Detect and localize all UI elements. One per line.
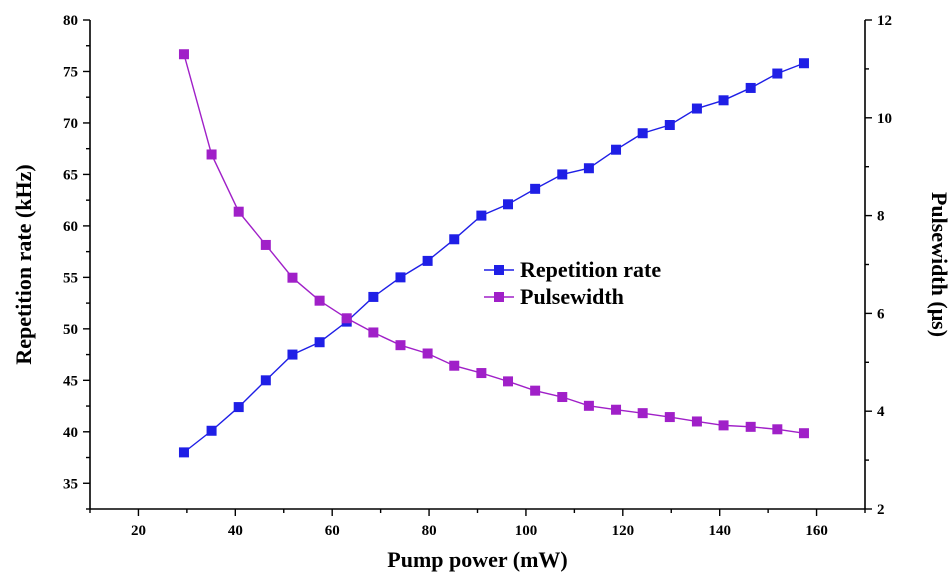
- x-tick-label: 60: [325, 523, 340, 539]
- data-point-repetition-rate: [233, 402, 244, 413]
- data-point-repetition-rate: [798, 58, 809, 69]
- series-layer: [178, 49, 809, 458]
- y2-tick-label: 4: [877, 404, 885, 420]
- data-point-pulsewidth: [664, 412, 675, 423]
- y-tick-label: 75: [63, 64, 78, 80]
- y2-tick-label: 8: [877, 209, 885, 225]
- data-point-repetition-rate: [314, 337, 325, 348]
- y-tick-label: 35: [63, 476, 78, 492]
- data-point-repetition-rate: [422, 255, 433, 266]
- y-tick-label: 55: [63, 270, 78, 286]
- data-point-repetition-rate: [178, 447, 189, 458]
- data-point-pulsewidth: [530, 385, 541, 396]
- data-point-repetition-rate: [611, 144, 622, 155]
- y-axis-right-title: Pulsewidth (μs): [927, 192, 948, 337]
- data-point-repetition-rate: [206, 425, 217, 436]
- data-point-pulsewidth: [368, 327, 379, 338]
- y2-tick-label: 6: [877, 306, 885, 322]
- y-tick-label: 45: [63, 373, 78, 389]
- data-point-pulsewidth: [557, 392, 568, 403]
- data-point-repetition-rate: [691, 103, 702, 114]
- y-tick-label: 80: [63, 13, 78, 29]
- data-point-pulsewidth: [503, 376, 514, 387]
- data-point-repetition-rate: [718, 95, 729, 106]
- legend-label-repetition-rate: Repetition rate: [520, 257, 661, 282]
- data-point-pulsewidth: [287, 272, 298, 283]
- data-point-pulsewidth: [691, 416, 702, 427]
- data-point-repetition-rate: [530, 183, 541, 194]
- data-point-repetition-rate: [583, 163, 594, 174]
- y-tick-label: 65: [63, 167, 78, 183]
- data-point-pulsewidth: [206, 149, 217, 160]
- data-point-pulsewidth: [745, 421, 756, 432]
- data-point-pulsewidth: [233, 206, 244, 217]
- data-point-repetition-rate: [772, 68, 783, 79]
- legend-marker-repetition-rate: [494, 265, 504, 275]
- data-point-repetition-rate: [368, 291, 379, 302]
- series-line-pulsewidth: [183, 54, 805, 434]
- legend-marker-pulsewidth: [494, 292, 504, 302]
- data-point-pulsewidth: [341, 313, 352, 324]
- data-point-repetition-rate: [637, 128, 648, 139]
- x-tick-label: 160: [805, 523, 828, 539]
- data-point-pulsewidth: [798, 428, 809, 439]
- y-tick-label: 70: [63, 116, 78, 132]
- data-point-repetition-rate: [476, 210, 487, 221]
- x-tick-label: 100: [515, 523, 538, 539]
- data-point-pulsewidth: [476, 368, 487, 379]
- legend-label-pulsewidth: Pulsewidth: [520, 284, 624, 309]
- x-tick-label: 80: [422, 523, 437, 539]
- data-point-repetition-rate: [395, 272, 406, 283]
- x-tick-label: 20: [131, 523, 146, 539]
- data-point-pulsewidth: [772, 424, 783, 435]
- data-point-repetition-rate: [260, 375, 271, 386]
- y2-tick-label: 10: [877, 111, 892, 127]
- data-point-repetition-rate: [664, 120, 675, 131]
- y-tick-label: 50: [63, 322, 78, 338]
- y-axis-left-title: Repetition rate (kHz): [11, 164, 36, 364]
- data-point-pulsewidth: [718, 420, 729, 431]
- data-point-pulsewidth: [611, 404, 622, 415]
- data-point-pulsewidth: [422, 348, 433, 359]
- data-point-repetition-rate: [745, 82, 756, 93]
- x-tick-label: 40: [228, 523, 243, 539]
- x-tick-label: 140: [708, 523, 731, 539]
- y2-tick-label: 12: [877, 13, 892, 29]
- x-axis-title: Pump power (mW): [387, 547, 567, 572]
- data-point-repetition-rate: [557, 169, 568, 180]
- data-point-pulsewidth: [637, 408, 648, 419]
- axis-ticks: 20 40 60 80 100 120 140 160 35 40 45 50 55 60 65 70 75 80…: [63, 13, 892, 539]
- data-point-pulsewidth: [583, 400, 594, 411]
- data-point-pulsewidth: [178, 49, 189, 60]
- data-point-pulsewidth: [314, 295, 325, 306]
- data-point-repetition-rate: [449, 234, 460, 245]
- data-point-pulsewidth: [395, 340, 406, 351]
- data-point-repetition-rate: [287, 349, 298, 360]
- x-tick-label: 120: [612, 523, 635, 539]
- y-tick-label: 60: [63, 219, 78, 235]
- data-point-pulsewidth: [449, 360, 460, 371]
- y-tick-label: 40: [63, 425, 78, 441]
- legend: Repetition rate Pulsewidth: [484, 257, 661, 309]
- y2-tick-label: 2: [877, 502, 885, 518]
- data-point-repetition-rate: [503, 199, 514, 210]
- data-point-pulsewidth: [260, 239, 271, 250]
